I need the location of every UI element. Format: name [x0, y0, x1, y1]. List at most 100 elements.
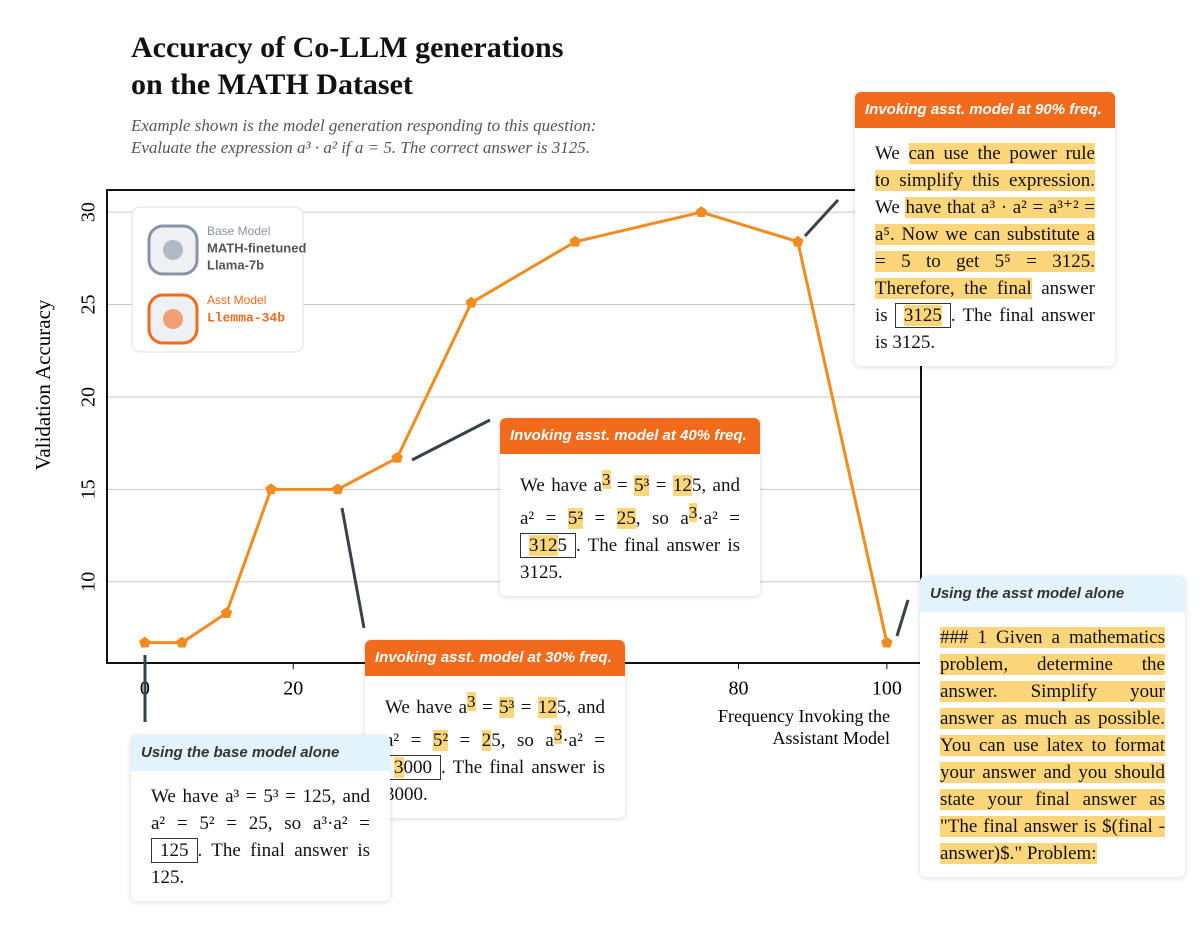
- y-tick-label: 10: [78, 572, 100, 592]
- legend-icon-face: [163, 309, 183, 329]
- annotation-body: We can use the power rule to simplify th…: [855, 128, 1115, 366]
- text-segment: We: [875, 143, 909, 164]
- text-segment: 3: [467, 692, 476, 711]
- annotation-title: Invoking asst. model at 30% freq.: [365, 640, 625, 676]
- annotation-title: Using the base model alone: [131, 735, 390, 771]
- x-axis-label: Frequency Invoking the: [718, 706, 890, 726]
- leader-line: [340, 507, 366, 629]
- annotation: Invoking asst. model at 40% freq. We have…: [500, 418, 760, 596]
- text-segment: 5²: [567, 508, 584, 529]
- text-segment: 25: [616, 508, 636, 529]
- point: [695, 206, 708, 218]
- boxed-answer: 3125: [894, 303, 951, 328]
- legend-entry: Llama-7b: [207, 257, 264, 272]
- text-segment: answer is: [875, 278, 1096, 326]
- text-segment: 5³: [499, 697, 515, 718]
- text-segment: =: [514, 697, 538, 718]
- legend-label: Base Model: [207, 224, 270, 238]
- text-segment: 12: [537, 697, 557, 718]
- text-segment: We have a: [520, 475, 603, 496]
- leader-line: [803, 198, 840, 238]
- text-segment: =: [610, 475, 635, 496]
- text-segment: 3125: [903, 305, 942, 326]
- text-segment: =: [475, 697, 500, 718]
- text-segment: . The final answer is 3125.: [520, 535, 740, 583]
- text-segment: 3: [553, 725, 563, 744]
- text-segment: . The final answer is 3000.: [385, 757, 605, 805]
- text-segment: 3: [394, 757, 404, 778]
- text-segment: 3: [688, 503, 698, 522]
- text-segment: 5²: [432, 730, 449, 751]
- leader-lines: [143, 198, 910, 722]
- text-segment: 2: [481, 730, 492, 751]
- text-segment: ·a² =: [697, 508, 741, 529]
- point: [265, 483, 277, 495]
- legend-entry: Llemma-34b: [207, 310, 285, 325]
- annotation-title: Invoking asst. model at 40% freq.: [500, 418, 760, 454]
- point: [465, 296, 478, 308]
- text-segment: , so a: [635, 508, 689, 529]
- text-segment: We have a: [385, 697, 468, 718]
- leader-line: [895, 599, 910, 637]
- annotation: Using the base model alone We have a³ = 5…: [131, 735, 390, 901]
- x-axis-label: Assistant Model: [772, 728, 890, 748]
- annotation: Invoking asst. model at 30% freq. We have…: [365, 640, 625, 818]
- point: [881, 636, 893, 648]
- annotation-body: We have a3 = 5³ = 125, and a² = 5² = 25,…: [365, 676, 625, 818]
- x-tick-label: 100: [872, 678, 902, 700]
- annotation-title: Using the asst model alone: [920, 576, 1185, 612]
- point: [220, 607, 233, 618]
- text-segment: 5, so a: [491, 730, 554, 751]
- leader-line: [411, 418, 491, 462]
- chart-subtitle: Example shown is the model generation re…: [130, 116, 596, 135]
- annotation-title: Invoking asst. model at 90% freq.: [855, 92, 1115, 128]
- legend-icon-face: [163, 240, 183, 260]
- annotation-body: ### 1 Given a mathematics problem, deter…: [920, 612, 1185, 877]
- text-segment: 12: [672, 475, 692, 496]
- annotation: Using the asst model alone ### 1 Given a …: [920, 576, 1185, 877]
- text-segment: =: [649, 475, 673, 496]
- y-axis-label: Validation Accuracy: [31, 299, 55, 470]
- chart-title: Accuracy of Co-LLM generations: [131, 31, 563, 64]
- y-tick-label: 20: [78, 387, 100, 407]
- chart-subtitle: Evaluate the expression a³ · a² if a = 5…: [130, 138, 590, 157]
- x-tick-label: 20: [283, 678, 303, 700]
- text-segment: . The final answer is 125.: [151, 840, 370, 888]
- text-segment: 5, and a² =: [520, 475, 740, 529]
- annotation-body: We have a3 = 5³ = 125, and a² = 5² = 25,…: [500, 454, 760, 596]
- boxed-answer: 3000: [385, 755, 441, 780]
- chart-title: on the MATH Dataset: [131, 68, 413, 101]
- boxed-answer: 3125: [520, 533, 576, 558]
- text-segment: 5: [557, 535, 568, 556]
- text-segment: 125: [160, 840, 189, 861]
- y-tick-label: 30: [78, 202, 100, 222]
- y-tick-label: 25: [78, 295, 100, 315]
- text-segment: . The final answer is 3125.: [875, 305, 1095, 353]
- text-segment: 000: [403, 757, 433, 778]
- legend: Base Model MATH-finetuned Llama-7b Asst Mod…: [131, 206, 306, 353]
- legend-label: Asst Model: [207, 293, 266, 307]
- text-segment: 3: [602, 470, 611, 489]
- point: [391, 451, 403, 463]
- text-segment: We: [875, 197, 906, 218]
- annotation: Invoking asst. model at 90% freq. We can …: [855, 92, 1115, 366]
- text-segment: =: [448, 730, 482, 751]
- point: [139, 636, 151, 648]
- boxed-answer: 125: [151, 838, 198, 863]
- text-segment: 5³: [634, 475, 650, 496]
- text-segment: 5, and a² =: [385, 697, 605, 751]
- text-segment: ### 1 Given a mathematics problem, deter…: [940, 627, 1165, 864]
- point: [176, 636, 188, 648]
- text-segment: ·a² =: [562, 730, 606, 751]
- point: [332, 483, 344, 495]
- point: [569, 235, 581, 247]
- point: [792, 235, 804, 247]
- text-segment: We have a³ = 5³ = 125, and a² = 5² = 25,…: [151, 786, 370, 834]
- x-tick-label: 80: [728, 678, 748, 700]
- y-tick-label: 15: [78, 479, 100, 499]
- text-segment: 312: [529, 535, 558, 556]
- annotation-body: We have a³ = 5³ = 125, and a² = 5² = 25,…: [131, 771, 390, 901]
- text-segment: =: [583, 508, 617, 529]
- legend-entry: MATH-finetuned: [207, 240, 306, 255]
